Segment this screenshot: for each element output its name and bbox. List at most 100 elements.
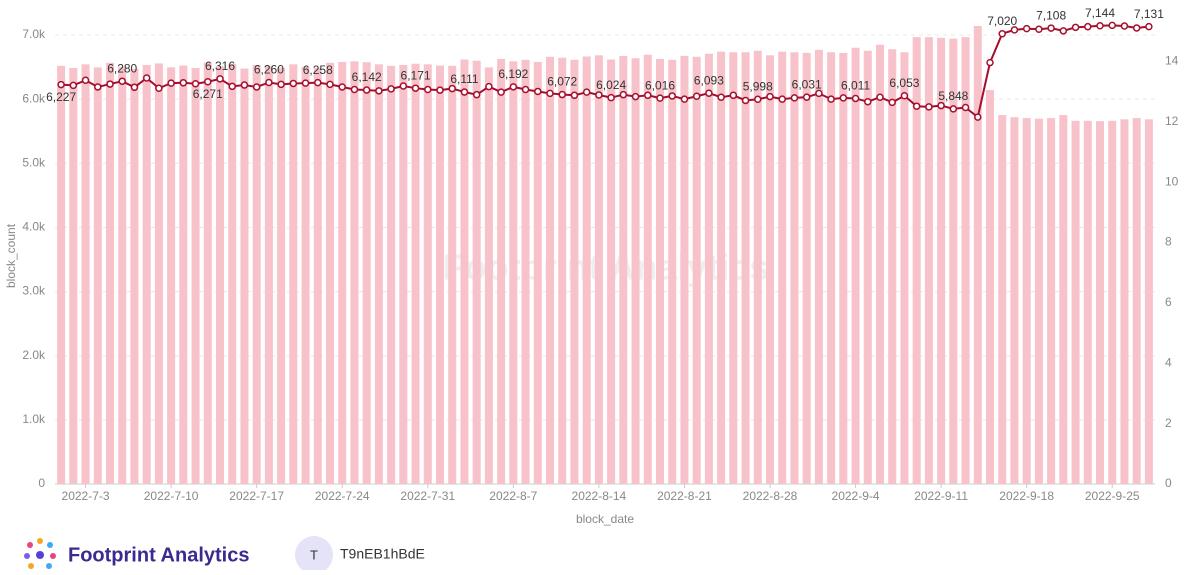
bar [154,63,163,484]
bar [509,61,518,485]
data-label: 6,031 [792,77,822,91]
bar [949,38,958,485]
line-marker [350,85,359,94]
line-marker [888,98,896,107]
bar [277,67,286,484]
bar [790,52,799,484]
line-marker [167,79,175,87]
y2-tick-label: 10 [1165,174,1179,188]
bar [81,64,90,485]
bar [558,57,567,485]
line-marker [839,94,848,102]
bar [1010,117,1019,484]
line-marker [289,79,298,88]
bar [1132,118,1141,484]
bar [350,61,359,485]
line-marker [191,80,200,88]
bar [411,63,420,485]
line-marker [656,94,664,102]
line-marker [705,89,713,97]
bar [436,65,444,485]
line-marker [1096,22,1104,30]
y-tick-label: 7.0k [22,27,46,41]
bar [680,55,689,485]
x-tick-label: 2022-7-31 [400,489,455,503]
line-marker [790,94,799,102]
data-label: 6,093 [694,73,724,87]
data-label: 6,053 [889,76,919,90]
line-marker [411,84,420,92]
line-marker [277,80,285,89]
y2-tick-label: 12 [1165,114,1179,128]
line-marker [741,96,750,105]
line-marker [497,88,505,96]
line-marker [534,87,542,96]
bar [851,47,860,484]
data-label: 6,072 [547,75,577,89]
bar [643,54,652,485]
footer-brand: Footprint Analytics [68,544,249,566]
data-label: 6,192 [498,67,528,81]
bar [399,64,408,485]
line-marker [778,95,786,103]
line-marker [680,95,689,103]
data-label: 6,258 [303,63,333,77]
data-label: 5,998 [743,79,773,93]
line-marker [57,80,65,89]
y2-tick-label: 0 [1165,476,1172,490]
data-label: 6,011 [841,79,870,93]
line-marker [204,78,212,86]
line-marker [265,78,273,87]
footer-logo [24,538,56,569]
x-tick-label: 2022-7-24 [315,489,370,503]
bar [1047,118,1056,484]
bar [594,55,603,485]
line-marker [216,75,224,83]
bar [1144,119,1153,484]
data-label: 5,848 [938,89,968,103]
bar [387,65,396,484]
line-marker [692,92,701,101]
bar [228,63,237,485]
bar [448,65,457,484]
bar [326,62,334,484]
line-marker [1022,24,1031,33]
bar [240,68,249,484]
line-marker [240,81,249,89]
line-marker [424,85,432,94]
bar [753,50,762,484]
bar [937,37,946,485]
bar [338,61,347,485]
bar [802,52,811,484]
data-label: 7,020 [987,14,1017,28]
bar [778,51,787,484]
line-marker [937,101,945,110]
bar [130,68,139,484]
bar [57,65,66,484]
bar [289,64,298,485]
line-marker [668,92,676,100]
avatar[interactable] [295,536,333,574]
user-name[interactable]: T9nEB1hBdE [340,546,425,562]
data-label: 6,142 [352,70,382,84]
line-marker [1035,25,1043,33]
data-label: 6,280 [107,61,137,75]
bar [998,115,1007,484]
bar [460,59,469,485]
bar [1083,120,1092,485]
bar [1034,118,1043,484]
bar [1108,120,1117,485]
bar [668,59,677,485]
line-marker [1010,26,1019,34]
data-label: 6,316 [205,59,235,73]
bar [301,66,310,484]
bar [876,44,884,484]
bar [142,64,151,485]
data-label: 6,260 [254,63,284,77]
bar [106,62,114,484]
line-marker [754,95,762,104]
bar [203,62,212,485]
line-marker [252,83,261,91]
avatar-initial: T [310,547,318,562]
line-marker [94,83,102,91]
